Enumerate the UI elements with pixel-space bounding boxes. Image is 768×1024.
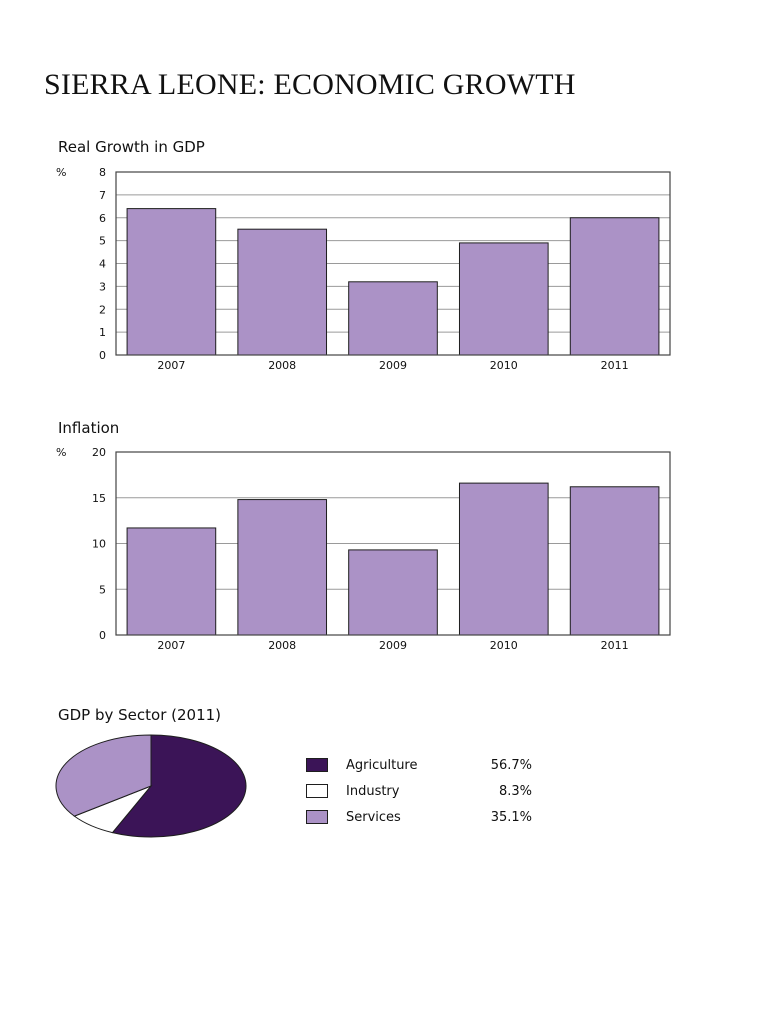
x-tick-label: 2008	[268, 359, 296, 372]
y-unit-label: %	[56, 446, 66, 459]
x-tick-label: 2010	[490, 639, 518, 652]
x-tick-label: 2009	[379, 359, 407, 372]
y-tick-label: 2	[99, 303, 106, 316]
x-tick-label: 2011	[601, 359, 629, 372]
plot-frame	[115, 451, 671, 636]
legend-label: Industry	[346, 783, 400, 799]
y-tick-label: 5	[99, 235, 106, 248]
x-tick-label: 2011	[601, 639, 629, 652]
legend-value: 35.1%	[490, 809, 532, 825]
x-tick-label: 2007	[157, 359, 185, 372]
legend-label: Agriculture	[346, 757, 418, 773]
bar-2009	[348, 281, 438, 356]
gdp-growth-chart: % 0 1 2 3 4 5 6 7 8 2007 2008 2009 2010 2011	[56, 166, 671, 372]
y-tick-label: 5	[99, 583, 106, 596]
legend-swatch-industry	[306, 784, 328, 798]
plot-frame	[115, 171, 671, 356]
bar-2008	[237, 499, 328, 636]
gdp-chart-title: Real Growth in GDP	[58, 138, 205, 156]
y-tick-label: 3	[99, 280, 106, 293]
inflation-chart: % 0 5 10 15 20 2007 2008 2009 2010 2011	[56, 446, 671, 652]
legend-item-industry: Industry 8.3%	[306, 778, 546, 804]
y-tick-label: 0	[99, 349, 106, 362]
x-tick-label: 2008	[268, 639, 296, 652]
pie-slice-services	[55, 734, 152, 817]
x-tick-label: 2009	[379, 639, 407, 652]
gdp-sector-pie-chart	[55, 734, 247, 838]
bar-2011	[569, 486, 660, 636]
bar-2010	[458, 242, 549, 356]
x-tick-label: 2007	[157, 639, 185, 652]
sector-chart-title: GDP by Sector (2011)	[58, 706, 222, 724]
bar-2011	[569, 217, 660, 356]
legend-value: 56.7%	[490, 757, 532, 773]
y-tick-label: 15	[92, 492, 106, 505]
y-tick-label: 4	[99, 258, 106, 271]
legend-label: Services	[346, 809, 401, 825]
y-tick-label: 20	[92, 446, 106, 459]
legend-item-agriculture: Agriculture 56.7%	[306, 752, 546, 778]
x-tick-label: 2010	[490, 359, 518, 372]
y-tick-label: 1	[99, 326, 106, 339]
bar-2007	[126, 208, 217, 356]
y-tick-label: 7	[99, 189, 106, 202]
bar-2010	[458, 482, 549, 636]
bar-2007	[126, 527, 217, 636]
y-tick-label: 6	[99, 212, 106, 225]
y-tick-label: 10	[92, 538, 106, 551]
y-tick-label: 8	[99, 166, 106, 179]
pie-slice-agriculture	[111, 734, 247, 838]
bar-2008	[237, 228, 328, 356]
legend-swatch-agriculture	[306, 758, 328, 772]
page-title: SIERRA LEONE: ECONOMIC GROWTH	[44, 68, 576, 101]
legend-item-services: Services 35.1%	[306, 804, 546, 830]
bar-2009	[348, 549, 438, 636]
legend-swatch-services	[306, 810, 328, 824]
y-unit-label: %	[56, 166, 66, 179]
pie-legend: Agriculture 56.7% Industry 8.3% Services…	[306, 752, 546, 830]
y-tick-label: 0	[99, 629, 106, 642]
inflation-chart-title: Inflation	[58, 419, 120, 437]
legend-value: 8.3%	[498, 783, 532, 799]
